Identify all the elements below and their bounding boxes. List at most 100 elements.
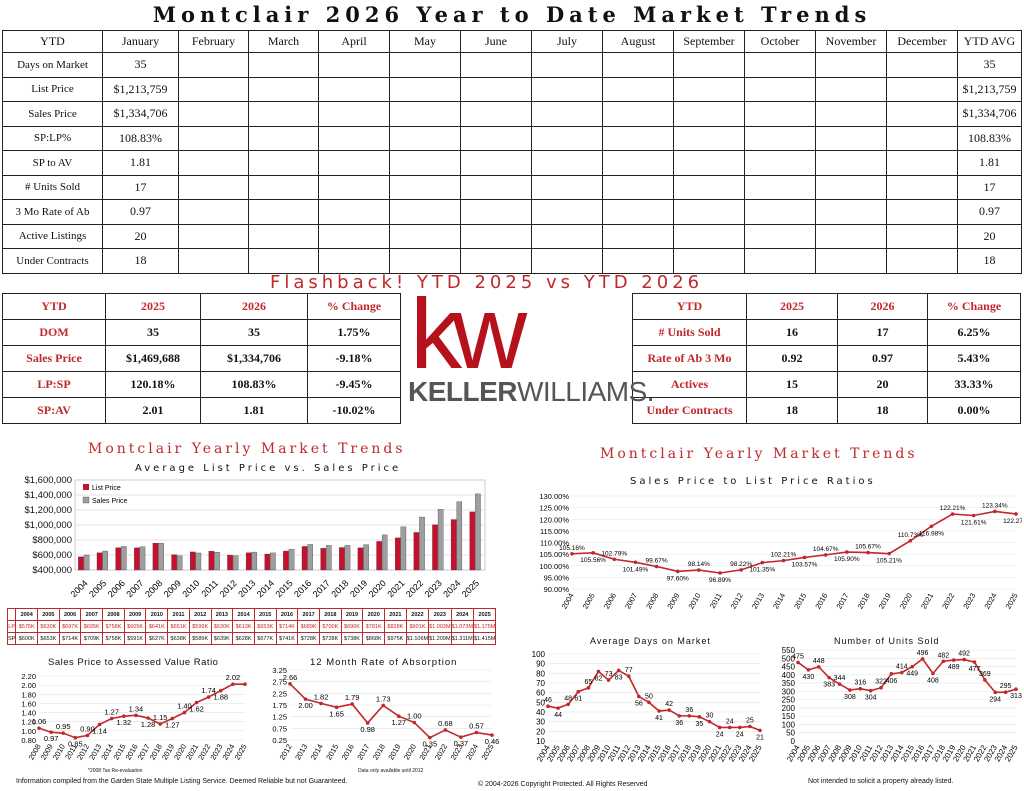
y-tick-label: 100	[532, 650, 546, 659]
x-tick-label: 2005	[581, 592, 597, 611]
sales-price-bar	[400, 526, 407, 571]
data-label: 1.74	[201, 686, 216, 695]
month-cell	[602, 52, 674, 78]
ytd-avg-value: 17	[957, 174, 1022, 200]
x-tick-label: 2017	[834, 592, 850, 611]
month-cell	[460, 199, 532, 225]
data-point	[158, 722, 162, 726]
footer-note: Not intended to solicit a property alrea…	[808, 778, 954, 785]
data-point	[950, 512, 955, 516]
units-line-chart: 0501001502002503003504004505005504752004…	[782, 646, 1022, 763]
table-cell: $781K	[362, 620, 386, 633]
table-cell: $653K	[37, 632, 60, 645]
x-tick-label: 2023	[961, 592, 977, 611]
ytd-avg-value: 20	[957, 223, 1022, 249]
january-value: $1,213,759	[102, 76, 179, 102]
data-label: 0.95	[56, 722, 71, 731]
data-point	[596, 669, 601, 674]
month-cell	[744, 125, 816, 151]
flashback-value: 6.25%	[927, 319, 1021, 346]
y-tick-label: 300	[782, 687, 796, 696]
spav-footnote: *2008 Tax Re-evaluation	[88, 768, 143, 774]
data-label: 449	[906, 671, 918, 678]
list-price-bar	[115, 547, 121, 571]
data-label: 0.97	[44, 734, 59, 743]
table-cell: $709K	[80, 632, 104, 645]
dom-line-chart: 1020304050607080901004620044420054820066…	[532, 650, 764, 763]
data-label: 1.34	[129, 704, 144, 713]
list-price-bar	[395, 537, 401, 571]
data-point	[556, 706, 560, 710]
month-cell	[744, 150, 816, 176]
table-cell: $738K	[340, 632, 364, 645]
x-tick-label: 2025	[460, 578, 481, 599]
table-cell: 2013	[210, 608, 234, 621]
month-cell	[318, 223, 390, 249]
month-cell	[815, 248, 887, 274]
month-cell	[178, 52, 249, 78]
sales-price-bar	[251, 551, 258, 571]
y-tick-label: 40	[536, 708, 545, 717]
series-line	[547, 669, 761, 732]
y-tick-label: 550	[782, 646, 796, 655]
month-cell	[389, 174, 461, 200]
table-cell: $575K	[15, 620, 39, 633]
data-point	[827, 675, 831, 680]
x-tick-label: 2015	[324, 743, 340, 762]
table-row: 3 Mo Rate of Ab 0.97 0.97	[2, 199, 1022, 225]
data-label: 0.68	[438, 719, 453, 728]
data-label: 42	[665, 701, 673, 708]
table-cell: $689K	[297, 620, 320, 633]
month-cell	[318, 76, 390, 102]
data-point	[667, 708, 671, 712]
flashback-value: 16	[746, 319, 838, 346]
table-header: YTD AVG	[957, 30, 1022, 53]
data-point	[717, 725, 722, 730]
flashback-value: -9.18%	[307, 345, 401, 372]
y-tick-label: 120.00%	[539, 515, 569, 524]
data-label: 24	[716, 731, 724, 738]
month-cell	[673, 199, 745, 225]
x-tick-label: 2005	[87, 578, 108, 599]
data-point	[1003, 690, 1008, 694]
data-label: 0.90	[80, 724, 95, 733]
flashback-value: 15	[746, 371, 838, 398]
january-value: 35	[102, 52, 179, 78]
flashback-value: 120.18%	[105, 371, 201, 398]
data-label: 1.32	[117, 718, 132, 727]
data-label: 369	[979, 671, 991, 678]
table-header: October	[744, 30, 816, 53]
data-point	[972, 660, 977, 664]
month-cell	[673, 248, 745, 274]
x-tick-label: 2022	[940, 592, 956, 611]
left-section-title: Montclair Yearly Market Trends	[88, 441, 406, 457]
ytd-table: YTD January February March April May June July A…	[2, 30, 1022, 274]
flashback-row: Under Contracts 18 18 0.00%	[632, 397, 1021, 424]
data-label: 1.14	[92, 726, 107, 735]
table-cell: $868K	[362, 632, 386, 645]
y-tick-label: 350	[782, 679, 796, 688]
data-label: 1.79	[345, 693, 360, 702]
data-label: 448	[813, 658, 825, 665]
data-point	[910, 664, 914, 669]
data-point	[1014, 512, 1018, 516]
month-cell	[602, 101, 674, 127]
x-tick-label: 2018	[856, 592, 872, 611]
x-tick-label: 2025	[1004, 592, 1020, 611]
splp-chart-title: Sales Price to List Price Ratios	[630, 476, 876, 487]
table-cell: $600K	[15, 632, 39, 645]
x-tick-label: 2006	[106, 578, 127, 599]
data-point	[626, 674, 631, 679]
keller-williams-logo: kw	[410, 296, 538, 378]
data-label: 44	[554, 712, 562, 719]
data-point	[97, 722, 102, 727]
flashback-value: 2.01	[105, 397, 201, 424]
month-cell	[744, 248, 816, 274]
month-cell	[178, 248, 249, 274]
data-label: 1.62	[189, 705, 204, 714]
list-price-bar	[96, 552, 103, 571]
month-cell	[815, 223, 887, 249]
y-tick-label: 50	[786, 729, 795, 738]
x-tick-label: 2004	[560, 592, 576, 611]
x-tick-label: 2023	[423, 578, 444, 599]
